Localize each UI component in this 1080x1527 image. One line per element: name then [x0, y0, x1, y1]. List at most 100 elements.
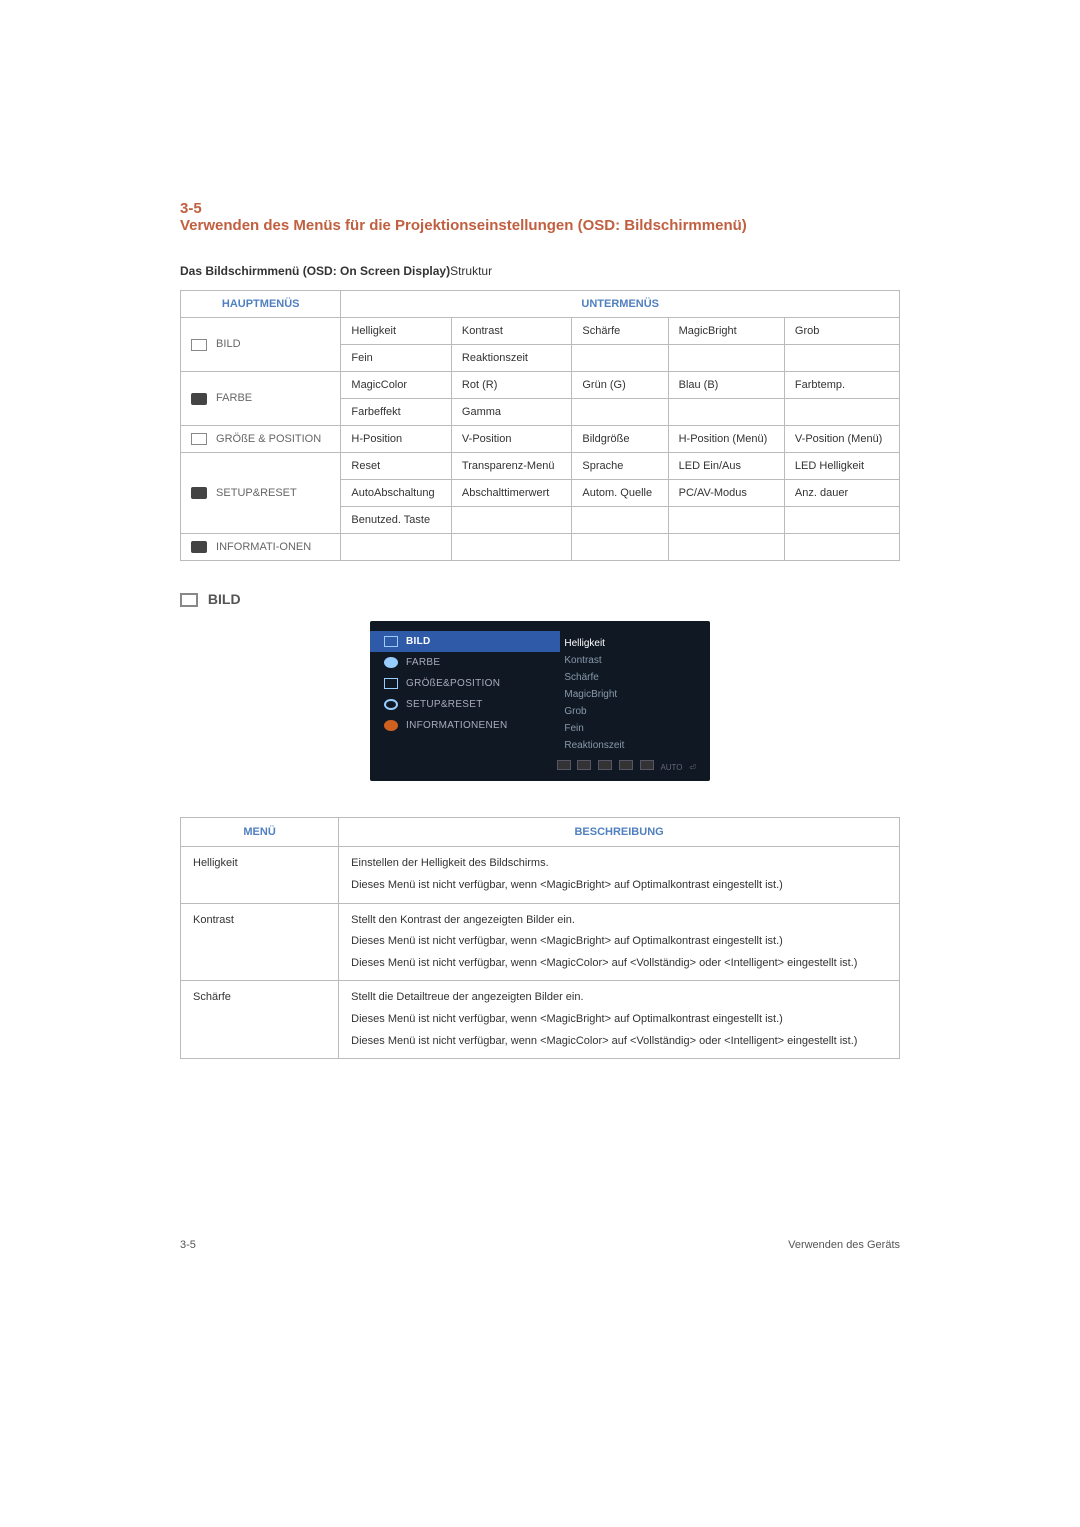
osd-submenu-item[interactable]: Schärfe — [560, 669, 710, 686]
submenu-cell: Gamma — [451, 399, 571, 426]
submenu-cell — [572, 345, 668, 372]
submenu-cell — [784, 507, 899, 534]
osd-menu-item[interactable]: SETUP&RESET — [370, 694, 560, 715]
submenu-cell — [668, 345, 784, 372]
desc-line: Dieses Menü ist nicht verfügbar, wenn <M… — [351, 955, 887, 973]
desc-menu-cell: Helligkeit — [181, 847, 339, 903]
desc-menu-cell: Kontrast — [181, 903, 339, 981]
submenu-cell: LED Ein/Aus — [668, 453, 784, 480]
bild-heading-text: BILD — [208, 591, 241, 607]
osd-nav-button[interactable] — [619, 760, 633, 770]
submenu-cell: Bildgröße — [572, 426, 668, 453]
submenu-cell: Grün (G) — [572, 372, 668, 399]
submenu-cell — [572, 399, 668, 426]
submenu-cell: LED Helligkeit — [784, 453, 899, 480]
osd-nav-button[interactable] — [577, 760, 591, 770]
page-footer: 3-5 Verwenden des Geräts — [180, 1239, 900, 1251]
submenu-cell: PC/AV-Modus — [668, 480, 784, 507]
table2-header-menu: MENÜ — [181, 818, 339, 847]
submenu-cell: Abschalttimerwert — [451, 480, 571, 507]
image-icon — [180, 593, 198, 607]
bild-heading: BILD — [180, 591, 900, 607]
submenu-cell — [784, 345, 899, 372]
subheading-bold: Das Bildschirmmenü (OSD: On Screen Displ… — [180, 264, 450, 278]
submenu-cell — [784, 399, 899, 426]
submenu-cell: H-Position — [341, 426, 452, 453]
osd-submenu-item[interactable]: Fein — [560, 720, 710, 737]
osd-menu-item[interactable]: FARBE — [370, 652, 560, 673]
submenu-cell — [341, 534, 452, 561]
main-menu-label: BILD — [213, 338, 241, 350]
desc-text-cell: Einstellen der Helligkeit des Bildschirm… — [339, 847, 900, 903]
menu-icon — [191, 487, 207, 499]
main-menu-cell: GRÖßE & POSITION — [181, 426, 341, 453]
osd-menu-label: INFORMATIONENEN — [406, 720, 508, 731]
gear-icon — [384, 657, 398, 668]
section-number: 3-5 — [180, 200, 230, 217]
footer-left: 3-5 — [180, 1239, 196, 1251]
ex-icon — [384, 678, 398, 689]
submenu-cell: Schärfe — [572, 318, 668, 345]
osd-main-menu-list: BILD FARBEGRÖßE&POSITION SETUP&RESET INFORM… — [370, 631, 560, 754]
submenu-cell: H-Position (Menü) — [668, 426, 784, 453]
table2-header-desc: BESCHREIBUNG — [339, 818, 900, 847]
desc-line: Stellt die Detailtreue der angezeigten B… — [351, 989, 887, 1007]
osd-nav-button[interactable] — [640, 760, 654, 770]
submenu-cell: Farbeffekt — [341, 399, 452, 426]
desc-line: Dieses Menü ist nicht verfügbar, wenn <M… — [351, 1011, 887, 1029]
osd-submenu-item[interactable]: Grob — [560, 703, 710, 720]
main-menu-label: GRÖßE & POSITION — [213, 433, 321, 445]
table1-header-main: HAUPTMENÜS — [181, 291, 341, 318]
submenu-cell: Blau (B) — [668, 372, 784, 399]
osd-sub-menu-list: HelligkeitKontrastSchärfeMagicBrightGrob… — [560, 631, 710, 754]
section-header: 3-5 Verwenden des Menüs für die Projekti… — [180, 200, 900, 234]
main-menu-cell: BILD — [181, 318, 341, 372]
submenu-cell: Reset — [341, 453, 452, 480]
submenu-cell: Sprache — [572, 453, 668, 480]
osd-menu-item[interactable]: GRÖßE&POSITION — [370, 673, 560, 694]
submenu-cell: Transparenz-Menü — [451, 453, 571, 480]
submenu-cell: Rot (R) — [451, 372, 571, 399]
osd-submenu-item[interactable]: Kontrast — [560, 652, 710, 669]
submenu-cell — [668, 534, 784, 561]
description-table: MENÜ BESCHREIBUNG HelligkeitEinstellen d… — [180, 817, 900, 1059]
submenu-cell — [451, 534, 571, 561]
section-title: Verwenden des Menüs für die Projektionse… — [180, 217, 850, 234]
main-menu-cell: SETUP&RESET — [181, 453, 341, 534]
osd-nav-button[interactable] — [598, 760, 612, 770]
set-icon — [384, 699, 398, 710]
osd-submenu-item[interactable]: MagicBright — [560, 686, 710, 703]
osd-nav-button[interactable] — [557, 760, 571, 770]
submenu-cell: Benutzed. Taste — [341, 507, 452, 534]
structure-subheading: Das Bildschirmmenü (OSD: On Screen Displ… — [180, 264, 900, 278]
table1-header-sub: UNTERMENÜS — [341, 291, 900, 318]
osd-menu-label: SETUP&RESET — [406, 699, 483, 710]
submenu-cell — [668, 507, 784, 534]
menu-icon — [191, 339, 207, 351]
main-menu-cell: FARBE — [181, 372, 341, 426]
osd-menu-label: BILD — [406, 636, 431, 647]
submenu-cell — [668, 399, 784, 426]
main-menu-cell: INFORMATI-ONEN — [181, 534, 341, 561]
menu-icon — [191, 541, 207, 553]
submenu-cell: Helligkeit — [341, 318, 452, 345]
submenu-cell: Kontrast — [451, 318, 571, 345]
desc-text-cell: Stellt die Detailtreue der angezeigten B… — [339, 981, 900, 1059]
submenu-cell — [572, 507, 668, 534]
osd-bottom-bar: AUTO ⏎ — [370, 754, 710, 773]
desc-text-cell: Stellt den Kontrast der angezeigten Bild… — [339, 903, 900, 981]
osd-auto-label: AUTO — [660, 763, 682, 772]
osd-screenshot: BILD FARBEGRÖßE&POSITION SETUP&RESET INFORM… — [370, 621, 710, 781]
footer-right: Verwenden des Geräts — [788, 1239, 900, 1251]
submenu-cell: V-Position — [451, 426, 571, 453]
desc-line: Dieses Menü ist nicht verfügbar, wenn <M… — [351, 1033, 887, 1051]
submenu-cell: Autom. Quelle — [572, 480, 668, 507]
osd-menu-item[interactable]: BILD — [370, 631, 560, 652]
submenu-cell — [572, 534, 668, 561]
osd-submenu-item[interactable]: Reaktionszeit — [560, 737, 710, 754]
submenu-cell: Reaktionszeit — [451, 345, 571, 372]
osd-submenu-item[interactable]: Helligkeit — [560, 635, 710, 652]
rect-icon — [384, 636, 398, 647]
desc-line: Dieses Menü ist nicht verfügbar, wenn <M… — [351, 877, 887, 895]
osd-menu-item[interactable]: INFORMATIONENEN — [370, 715, 560, 736]
